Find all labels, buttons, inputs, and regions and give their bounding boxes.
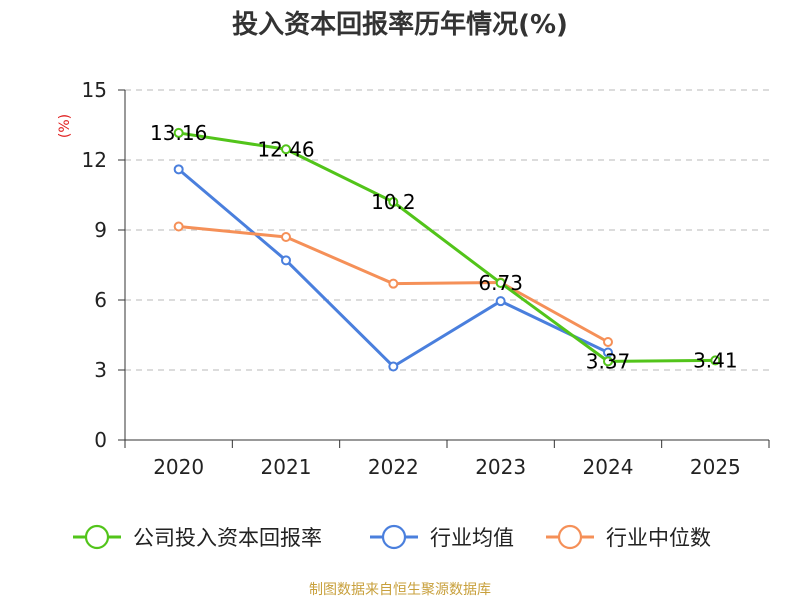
data-point-1 xyxy=(173,164,184,175)
y-tick-label: 3 xyxy=(94,358,107,382)
series-layer xyxy=(173,127,721,372)
legend-marker xyxy=(381,524,407,550)
data-point-0 xyxy=(388,197,399,207)
y-tick-label: 6 xyxy=(94,288,107,312)
data-label: 13.16 xyxy=(150,121,207,145)
legend[interactable]: 公司投入资本回报率 行业均值 行业中位数 xyxy=(73,524,711,550)
data-point-2 xyxy=(173,221,184,232)
grid-lines xyxy=(125,89,769,371)
data-point-1 xyxy=(388,361,399,372)
data-point-0 xyxy=(603,356,613,367)
data-labels: 13.16 12.46 10.2 6.73 3.37 3.41 xyxy=(150,121,738,373)
data-point-2 xyxy=(281,232,291,242)
y-tick-label: 12 xyxy=(82,148,107,172)
data-point-0 xyxy=(495,277,506,288)
x-tick-label: 2021 xyxy=(261,455,312,479)
y-tick-label: 0 xyxy=(94,428,107,452)
data-label: 3.37 xyxy=(586,349,631,373)
data-point-1 xyxy=(495,296,506,307)
data-point-2 xyxy=(603,337,613,347)
series-line-0 xyxy=(178,131,716,363)
data-label: 3.41 xyxy=(693,348,738,372)
legend-label: 行业均值 xyxy=(430,526,514,550)
x-tick-label: 2023 xyxy=(475,455,526,479)
y-tick-label: 15 xyxy=(82,78,107,102)
y-tick-label: 9 xyxy=(94,218,107,242)
data-point-0 xyxy=(710,355,721,366)
chart-title: 投入资本回报率历年情况(%) xyxy=(232,9,568,40)
data-point-0 xyxy=(281,144,291,155)
data-label: 10.2 xyxy=(371,190,416,214)
data-point-2 xyxy=(388,278,399,289)
legend-label: 行业中位数 xyxy=(606,526,711,550)
data-point-0 xyxy=(173,127,184,138)
y-axis-unit: (%) xyxy=(57,114,73,138)
data-label: 12.46 xyxy=(257,137,314,161)
legend-marker xyxy=(84,524,110,550)
legend-label: 公司投入资本回报率 xyxy=(133,526,322,550)
data-point-1 xyxy=(281,255,291,266)
x-tick-label: 2022 xyxy=(368,455,419,479)
x-tick-label: 2020 xyxy=(153,455,204,479)
axes: 0 3 6 9 12 15 2020 2021 2022 2023 2024 2025 xyxy=(82,78,770,479)
legend-marker xyxy=(557,524,583,550)
data-label: 6.73 xyxy=(478,271,523,295)
x-tick-label: 2025 xyxy=(690,455,741,479)
x-tick-label: 2024 xyxy=(583,455,634,479)
source-note: 制图数据来自恒生聚源数据库 xyxy=(309,582,491,598)
